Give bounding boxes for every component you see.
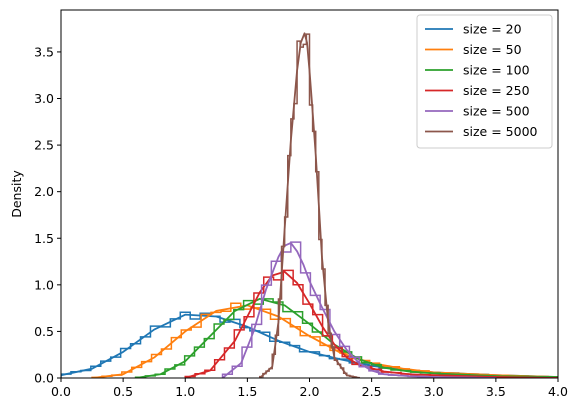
x-tick-label: 3.0 (424, 384, 444, 399)
y-tick-label: 1.5 (34, 231, 54, 246)
y-tick-label: 2.0 (34, 184, 54, 199)
x-tick-label: 1.0 (175, 384, 195, 399)
density-curve (135, 297, 558, 378)
x-tick-label: 0.0 (51, 384, 71, 399)
legend-label: size = 250 (463, 83, 530, 98)
legend-box (416, 14, 553, 149)
x-axis: 0.0 0.5 1.0 1.5 2.0 2.5 3.0 3.5 4.0 (51, 378, 568, 399)
density-curve (91, 304, 558, 378)
density-curve (184, 270, 558, 378)
histogram-steps (134, 298, 558, 378)
y-tick-label: 0.5 (34, 324, 54, 339)
density-curve (259, 32, 360, 378)
y-tick-label: 3.5 (34, 44, 54, 59)
y-tick-label: 1.0 (34, 277, 54, 292)
y-tick-label: 3.0 (34, 91, 54, 106)
legend-label: size = 500 (463, 104, 530, 119)
x-tick-label: 2.5 (362, 384, 382, 399)
y-tick-label: 2.5 (34, 138, 54, 153)
y-axis: 0.0 0.5 1.0 1.5 2.0 2.5 3.0 3.5 (34, 44, 61, 386)
density-curve (221, 242, 496, 378)
x-tick-label: 0.5 (113, 384, 133, 399)
legend-label: size = 20 (463, 22, 522, 37)
legend: size = 20 size = 50 size = 100 size = 250 si… (416, 14, 553, 149)
histogram-steps (221, 241, 497, 378)
series-curves (61, 32, 558, 378)
x-tick-label: 1.5 (237, 384, 257, 399)
legend-label: size = 50 (463, 42, 522, 57)
y-axis-label: Density (9, 170, 24, 218)
x-tick-label: 3.5 (486, 384, 506, 399)
x-tick-label: 4.0 (548, 384, 568, 399)
legend-label: size = 5000 (463, 124, 538, 139)
legend-label: size = 100 (463, 63, 530, 78)
x-tick-label: 2.0 (300, 384, 320, 399)
y-tick-label: 0.0 (34, 371, 54, 386)
histogram-steps (259, 33, 360, 378)
